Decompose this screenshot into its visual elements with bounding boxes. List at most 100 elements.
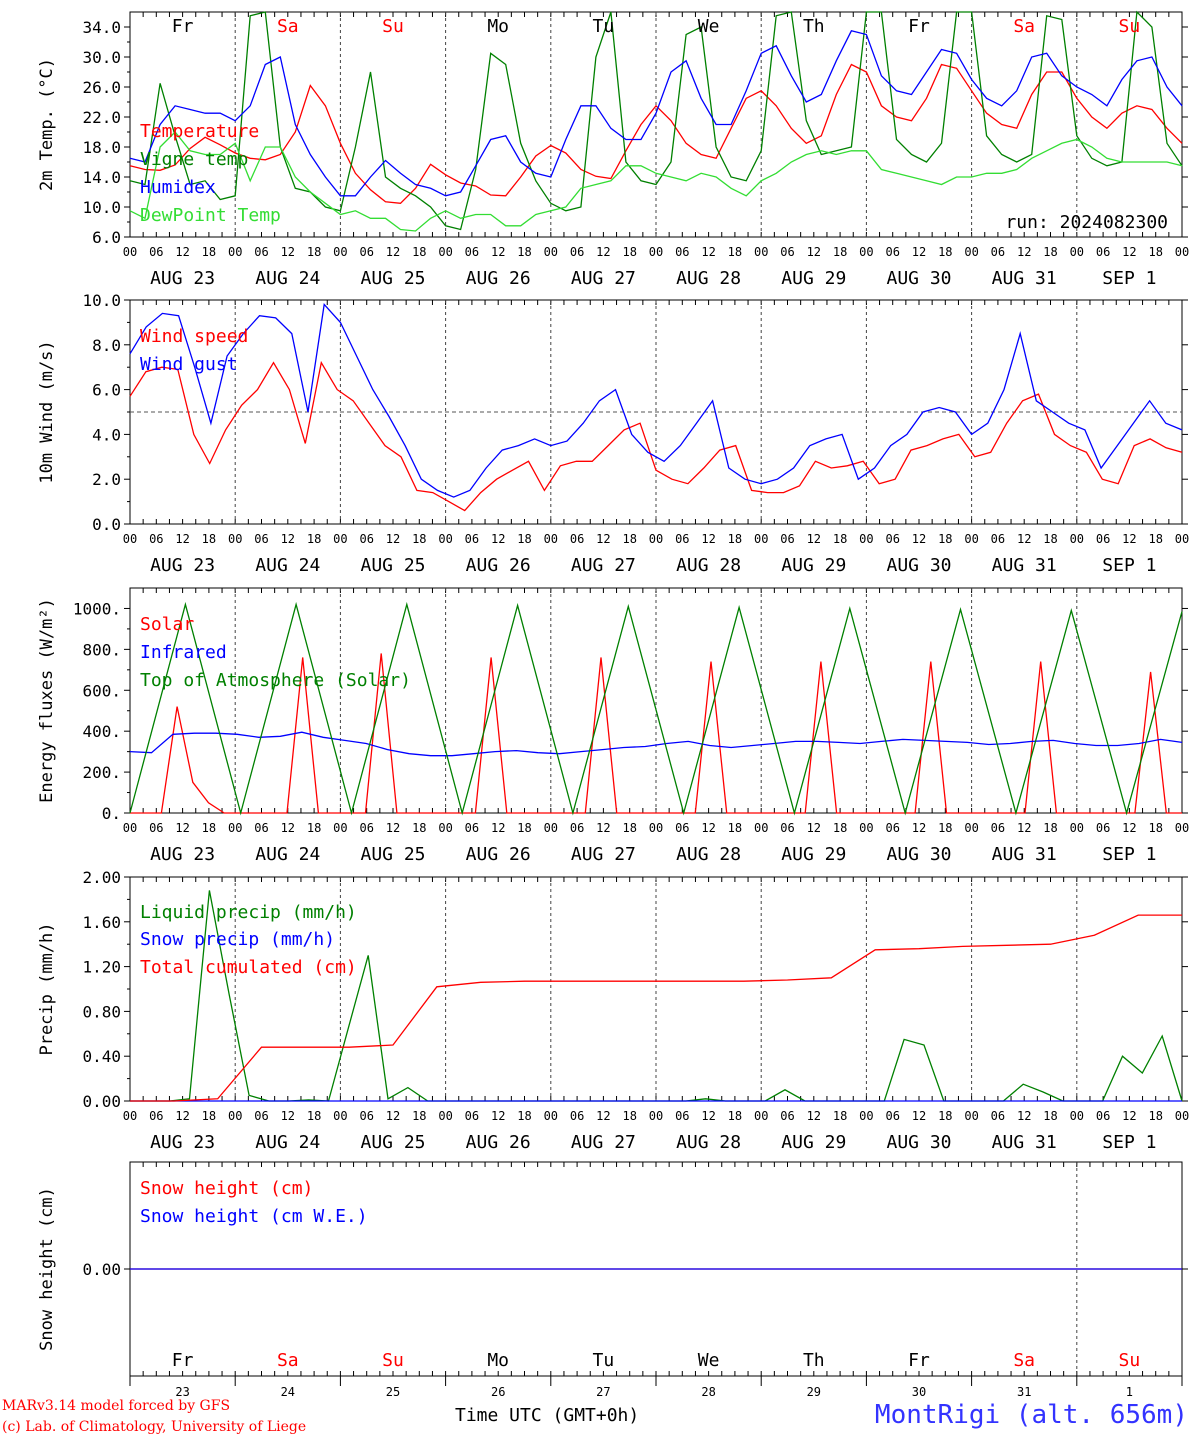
hour-tick-label: 06: [254, 245, 268, 259]
hour-tick-label: 18: [517, 1109, 531, 1123]
hour-tick-label: 18: [622, 532, 636, 546]
hour-tick-label: 00: [1175, 245, 1189, 259]
hour-tick-label: 00: [964, 821, 978, 835]
legend-entry: Wind gust: [140, 354, 238, 375]
hour-tick-label: 12: [596, 821, 610, 835]
hour-tick-label: 18: [412, 245, 426, 259]
hour-tick-label: 06: [359, 532, 373, 546]
legend-entry: DewPoint Temp: [140, 205, 281, 226]
date-label: AUG 28: [676, 1132, 741, 1153]
y-tick-label: 10.0: [82, 198, 121, 217]
hour-tick-label: 12: [1122, 532, 1136, 546]
hour-tick-label: 18: [938, 1109, 952, 1123]
day-name: Tu: [593, 16, 615, 37]
hour-tick-label: 06: [465, 532, 479, 546]
day-name: Fr: [172, 1350, 194, 1371]
hour-tick-label: 00: [333, 532, 347, 546]
hour-tick-label: 18: [202, 532, 216, 546]
y-tick-label: 400.: [82, 722, 121, 741]
hour-tick-label: 00: [754, 821, 768, 835]
date-label: AUG 23: [150, 268, 215, 289]
date-label: AUG 29: [781, 268, 846, 289]
hour-tick-label: 18: [307, 532, 321, 546]
date-label: AUG 28: [676, 844, 741, 865]
day-name: We: [698, 1350, 720, 1371]
hour-tick-label: 12: [175, 532, 189, 546]
hour-tick-label: 18: [728, 245, 742, 259]
day-number: 1: [1126, 1385, 1133, 1399]
hour-tick-label: 12: [912, 532, 926, 546]
hour-tick-label: 00: [123, 245, 137, 259]
hour-tick-label: 12: [596, 1109, 610, 1123]
series-line-wind-speed: [129, 360, 1183, 512]
hour-tick-label: 12: [807, 532, 821, 546]
hour-tick-label: 18: [1148, 245, 1162, 259]
date-label: AUG 27: [571, 1132, 636, 1153]
hour-tick-label: 06: [780, 821, 794, 835]
series-line-solar: [130, 653, 1182, 814]
hour-tick-label: 18: [1043, 532, 1057, 546]
date-label: AUG 25: [360, 844, 425, 865]
date-label: SEP 1: [1102, 268, 1156, 289]
y-tick-label: 1000.: [73, 599, 121, 618]
hour-tick-label: 06: [991, 1109, 1005, 1123]
date-label: AUG 28: [676, 268, 741, 289]
hour-tick-label: 06: [465, 245, 479, 259]
hour-tick-label: 18: [1148, 1109, 1162, 1123]
hour-tick-label: 00: [123, 1109, 137, 1123]
y-tick-label: 34.0: [82, 18, 121, 37]
hour-tick-label: 00: [333, 1109, 347, 1123]
day-number: 27: [596, 1385, 610, 1399]
hour-tick-label: 00: [1070, 532, 1084, 546]
day-name: Fr: [908, 1350, 930, 1371]
hour-tick-label: 12: [386, 821, 400, 835]
hour-tick-label: 18: [1043, 821, 1057, 835]
hour-tick-label: 18: [938, 821, 952, 835]
date-label: SEP 1: [1102, 1132, 1156, 1153]
legend-entry: Infrared: [140, 642, 227, 663]
chart-panel-5: 0.00 Snow height (cm) Snow height (cm) Snow…: [37, 1161, 1188, 1399]
hour-tick-label: 00: [228, 1109, 242, 1123]
y-tick-label: 14.0: [82, 168, 121, 187]
hour-tick-label: 18: [412, 1109, 426, 1123]
hour-tick-label: 18: [412, 532, 426, 546]
date-label: AUG 23: [150, 1132, 215, 1153]
hour-tick-label: 12: [1122, 245, 1136, 259]
run-label: run: 2024082300: [1005, 212, 1168, 233]
hour-tick-label: 00: [228, 532, 242, 546]
legend-entry: Temperature: [140, 121, 259, 142]
date-label: AUG 29: [781, 844, 846, 865]
y-tick-label: 0.40: [82, 1047, 121, 1066]
hour-tick-label: 00: [754, 1109, 768, 1123]
legend-entry: Total cumulated (cm): [140, 957, 357, 978]
hour-tick-label: 06: [991, 821, 1005, 835]
chart-panel-1: 6.0 10.0 14.0 18.0 22.0 26.0 30.0 34.0 2m Temp. …: [37, 10, 1189, 289]
series-line-infrared: [129, 731, 1183, 757]
date-label: AUG 25: [360, 268, 425, 289]
date-label: AUG 31: [992, 555, 1057, 576]
hour-tick-label: 06: [885, 1109, 899, 1123]
date-label: AUG 29: [781, 1132, 846, 1153]
day-name: Mo: [487, 16, 509, 37]
day-name: Su: [1119, 1350, 1141, 1371]
day-name: Su: [382, 16, 404, 37]
date-label: AUG 29: [781, 555, 846, 576]
hour-tick-label: 12: [807, 1109, 821, 1123]
hour-tick-label: 12: [175, 1109, 189, 1123]
hour-tick-label: 00: [438, 821, 452, 835]
y-tick-label: 22.0: [82, 108, 121, 127]
hour-tick-label: 06: [359, 1109, 373, 1123]
hour-tick-label: 12: [491, 821, 505, 835]
hour-tick-label: 06: [991, 245, 1005, 259]
legend-entry: Top of Atmosphere (Solar): [140, 670, 411, 691]
hour-tick-label: 00: [859, 245, 873, 259]
hour-tick-label: 12: [1122, 821, 1136, 835]
hour-tick-label: 12: [386, 245, 400, 259]
lab-credit: (c) Lab. of Climatology, University of L…: [2, 1419, 307, 1435]
day-name: Sa: [277, 1350, 299, 1371]
y-tick-label: 0.0: [92, 515, 121, 534]
station-name: MontRigi (alt. 656m): [874, 1400, 1188, 1430]
hour-tick-label: 18: [833, 532, 847, 546]
y-tick-label: 26.0: [82, 78, 121, 97]
